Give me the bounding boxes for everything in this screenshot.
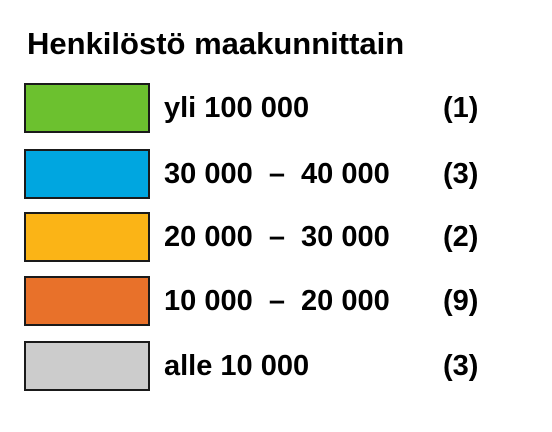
- legend-title: Henkilöstö maakunnittain: [27, 26, 405, 61]
- legend-count: (3): [443, 350, 479, 382]
- legend-item: yli 100 000 (1): [0, 83, 552, 139]
- legend-count: (1): [443, 92, 479, 124]
- legend-swatch: [24, 212, 150, 262]
- legend-item: 30 000 – 40 000 (3): [0, 149, 552, 205]
- legend-range-label: 10 000 – 20 000: [164, 285, 390, 317]
- legend-range-label: 20 000 – 30 000: [164, 221, 390, 253]
- legend-swatch: [24, 149, 150, 199]
- legend-count: (3): [443, 158, 479, 190]
- legend-swatch: [24, 341, 150, 391]
- legend-swatch: [24, 83, 150, 133]
- legend-item: 20 000 – 30 000 (2): [0, 212, 552, 268]
- legend-range-label: 30 000 – 40 000: [164, 158, 390, 190]
- legend-range-label: yli 100 000: [164, 92, 310, 124]
- legend-count: (9): [443, 285, 479, 317]
- legend-swatch: [24, 276, 150, 326]
- legend-count: (2): [443, 221, 479, 253]
- legend-range-label: alle 10 000: [164, 350, 310, 382]
- legend-item: 10 000 – 20 000 (9): [0, 276, 552, 332]
- legend-item: alle 10 000 (3): [0, 341, 552, 397]
